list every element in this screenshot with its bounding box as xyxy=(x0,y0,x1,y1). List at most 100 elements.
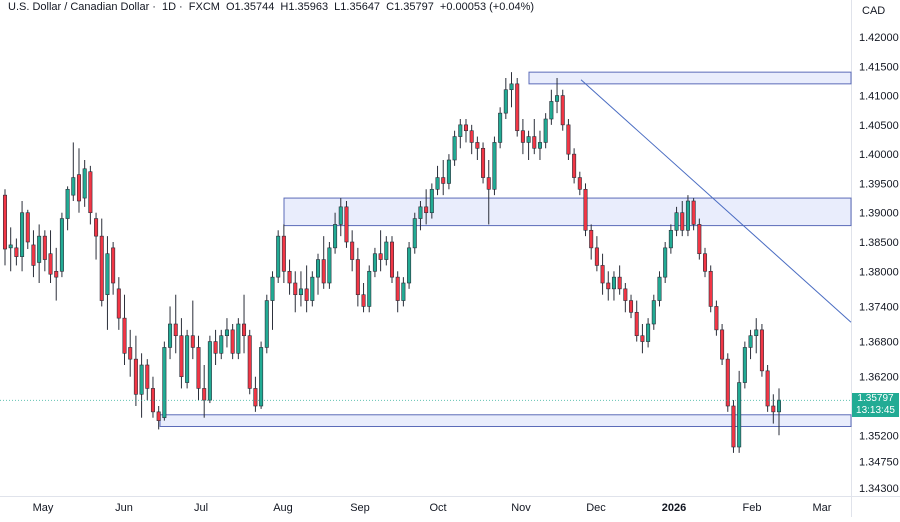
price-tick-label: 1.39500 xyxy=(859,178,899,190)
candle-body xyxy=(429,188,434,214)
candle-body xyxy=(287,270,292,284)
candle-body xyxy=(76,174,81,202)
candle-body xyxy=(537,142,542,149)
candle-body xyxy=(128,347,133,360)
candle-body xyxy=(731,405,736,448)
candle-body xyxy=(776,399,782,413)
candle-body xyxy=(25,212,30,243)
candle-body xyxy=(407,247,412,284)
candle-body xyxy=(378,253,383,260)
candle-body xyxy=(759,329,764,372)
candle-body xyxy=(82,168,87,199)
candle-body xyxy=(298,288,303,296)
candle-body xyxy=(384,241,389,260)
time-axis-label: Feb xyxy=(743,502,762,514)
candle-body xyxy=(350,241,355,260)
candle-body xyxy=(418,206,423,219)
candle-body xyxy=(99,235,104,301)
legend-close: C1.35797 xyxy=(386,1,434,13)
currency-label: CAD xyxy=(862,5,885,17)
candle-body xyxy=(668,229,673,249)
candle-body xyxy=(94,218,99,237)
candle-body xyxy=(145,364,150,389)
candle-body xyxy=(532,136,537,149)
price-tick-label: 1.40500 xyxy=(859,120,899,132)
candle-body xyxy=(748,335,753,348)
candle-body xyxy=(259,347,264,407)
candle-body xyxy=(48,253,53,275)
candle-body xyxy=(520,130,525,143)
candle-body xyxy=(71,177,76,196)
candle-body xyxy=(657,276,662,301)
time-axis-label: 2026 xyxy=(662,502,686,514)
candle-body xyxy=(88,171,93,214)
legend-low: L1.35647 xyxy=(334,1,381,13)
candle-body xyxy=(281,235,286,272)
candle-body xyxy=(509,83,514,91)
price-tick-label: 1.36800 xyxy=(859,337,899,349)
candle-body xyxy=(338,206,343,225)
price-tick-label: 1.37400 xyxy=(859,301,899,313)
candle-body xyxy=(703,253,708,272)
candle-body xyxy=(242,323,247,337)
candle-body xyxy=(321,259,326,284)
candle-body xyxy=(156,411,161,421)
candle-body xyxy=(424,206,429,214)
candle-body xyxy=(310,276,315,301)
candle-body xyxy=(737,382,742,448)
candle-body xyxy=(150,388,155,413)
candle-body xyxy=(572,153,577,178)
candle-body xyxy=(771,405,776,413)
legend-source: FXCM xyxy=(188,1,220,13)
candle-body xyxy=(543,118,548,143)
candle-body xyxy=(663,247,668,278)
candle-body xyxy=(355,259,360,296)
candle-body xyxy=(600,265,605,284)
candle-body xyxy=(37,235,42,263)
candle-body xyxy=(202,388,207,401)
legend-symbol: U.S. Dollar / Canadian Dollar xyxy=(8,1,150,13)
candle-body xyxy=(560,95,565,126)
legend-open: O1.35744 xyxy=(226,1,275,13)
time-axis-label: Nov xyxy=(511,502,531,514)
candle-body xyxy=(304,288,309,301)
candle-body xyxy=(589,229,594,249)
candle-body xyxy=(173,323,178,337)
candle-body xyxy=(327,247,332,284)
candle-body xyxy=(59,218,64,272)
candle-body xyxy=(469,130,474,143)
price-tick-label: 1.36200 xyxy=(859,372,899,384)
candle-body xyxy=(344,206,349,243)
candle-body xyxy=(623,288,628,301)
candle-body xyxy=(105,253,110,296)
legend-high: H1.35963 xyxy=(280,1,329,13)
candle-body xyxy=(293,282,298,296)
candle-body xyxy=(168,323,173,348)
candle-body xyxy=(389,241,395,278)
candle-body xyxy=(714,306,719,331)
candle-body xyxy=(162,347,167,419)
candle-body xyxy=(367,270,372,307)
candle-body xyxy=(264,300,269,348)
candle-body xyxy=(577,177,582,190)
candle-body xyxy=(640,335,645,342)
candle-body xyxy=(651,300,656,325)
candle-body xyxy=(122,317,127,354)
trendline xyxy=(580,79,852,323)
price-tick-label: 1.34300 xyxy=(859,483,899,495)
candle-body xyxy=(583,188,588,231)
candle-body xyxy=(2,194,8,250)
candle-body xyxy=(606,282,611,290)
candle-body xyxy=(219,335,224,354)
price-tick-label: 1.34750 xyxy=(859,457,899,469)
price-tick-label: 1.39000 xyxy=(859,208,899,220)
candle-body xyxy=(54,270,59,278)
candle-body xyxy=(213,341,218,354)
time-axis-label: Aug xyxy=(273,502,293,514)
support-resistance-zone xyxy=(159,414,852,427)
candle-body xyxy=(31,244,36,266)
candle-body xyxy=(685,200,690,231)
candle-body xyxy=(720,329,725,360)
